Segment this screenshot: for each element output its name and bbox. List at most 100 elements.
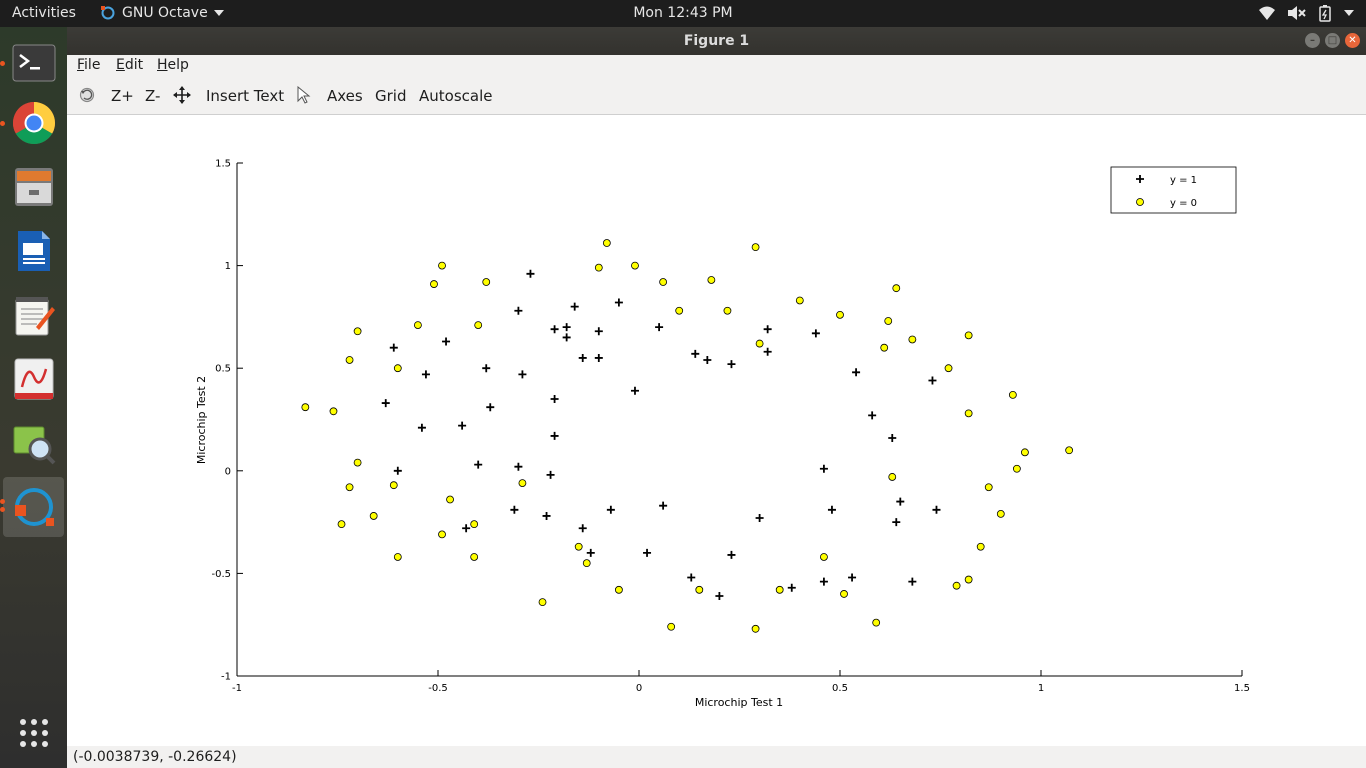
data-point-negative	[369, 512, 378, 520]
data-point-negative	[695, 585, 704, 594]
insert-text-button[interactable]: Insert Text	[206, 87, 285, 105]
data-point-negative	[836, 310, 844, 319]
zoom-out-button[interactable]: Z-	[145, 87, 161, 105]
minimize-button[interactable]: –	[1305, 33, 1320, 48]
y-ticks: -1 -0.5 0 0.5 1 1.5	[211, 159, 243, 683]
data-point-negative	[775, 585, 784, 594]
data-point-positive	[755, 513, 764, 522]
show-applications-button[interactable]	[3, 703, 64, 763]
y-tick-label: 0	[225, 466, 231, 477]
legend-box	[1110, 166, 1237, 214]
menu-edit[interactable]: Edit	[116, 57, 143, 73]
zoom-in-button[interactable]: Z+	[111, 87, 134, 105]
running-indicator	[0, 121, 5, 126]
menu-edit-mnemonic: E	[116, 57, 125, 73]
chevron-down-icon	[213, 10, 224, 16]
data-point-negative	[631, 261, 639, 270]
dock-item-writer[interactable]	[3, 221, 64, 281]
window-titlebar[interactable]: Figure 1 – □ ✕	[67, 27, 1366, 55]
legend[interactable]: y = 1 y = 0	[1110, 166, 1237, 214]
rotate-icon[interactable]	[78, 86, 96, 104]
data-point-positive	[389, 343, 398, 352]
dock-item-octave[interactable]	[0, 477, 64, 537]
data-point-negative	[1012, 464, 1021, 473]
data-point-positive	[578, 353, 587, 362]
data-point-positive	[562, 323, 571, 332]
data-point-negative	[594, 263, 603, 272]
octave-icon	[14, 488, 54, 526]
pointer-icon[interactable]	[295, 86, 313, 104]
battery-icon[interactable]	[1316, 4, 1334, 22]
dock-item-terminal[interactable]	[0, 33, 64, 93]
data-point-positive	[594, 353, 603, 362]
data-point-negative	[353, 458, 362, 467]
menu-file[interactable]: File	[77, 57, 100, 73]
data-point-positive	[932, 505, 941, 514]
data-point-negative	[976, 542, 985, 551]
data-point-negative	[337, 520, 346, 529]
axes: -1 -0.5 0 0.5 1 1.5 -1 -0.5 0 0.5 1 1.5 Microchip …	[195, 159, 1250, 710]
system-tray[interactable]	[1258, 4, 1354, 22]
data-point-positive	[896, 497, 905, 506]
data-point-negative	[964, 331, 973, 340]
data-point-positive	[811, 329, 820, 338]
data-point-negative	[888, 473, 897, 481]
data-point-positive	[442, 337, 451, 346]
menu-file-mnemonic: F	[77, 57, 85, 73]
data-point-positive	[908, 577, 917, 586]
data-points	[301, 239, 1074, 633]
cursor-coordinates: (-0.0038739, -0.26624)	[73, 749, 237, 765]
data-point-positive	[518, 370, 527, 379]
data-point-negative	[723, 306, 732, 315]
data-point-negative	[438, 530, 446, 539]
data-point-positive	[562, 333, 571, 342]
scatter-chart[interactable]: -1 -0.5 0 0.5 1 1.5 -1 -0.5 0 0.5 1 1.5 Microchip …	[67, 115, 1366, 746]
axes-button[interactable]: Axes	[327, 87, 363, 105]
data-point-negative	[944, 364, 953, 373]
dock-item-text-editor[interactable]	[3, 285, 64, 345]
data-point-negative	[389, 481, 398, 490]
app-name: GNU Octave	[122, 5, 208, 21]
data-point-negative	[996, 509, 1005, 518]
dock-item-chrome[interactable]	[0, 93, 64, 153]
grid-button[interactable]: Grid	[375, 87, 407, 105]
data-point-positive	[928, 376, 937, 385]
autoscale-button[interactable]: Autoscale	[419, 87, 493, 105]
data-point-negative	[413, 321, 422, 330]
maximize-button[interactable]: □	[1325, 33, 1340, 48]
data-point-positive	[514, 462, 523, 471]
legend-label-y1: y = 1	[1170, 175, 1197, 186]
dock-item-image-viewer[interactable]	[3, 413, 64, 473]
y-tick-label: -1	[221, 672, 231, 683]
data-point-positive	[393, 466, 402, 475]
y-tick-label: -0.5	[211, 569, 231, 580]
data-point-negative	[438, 261, 446, 270]
system-menu-chevron-icon[interactable]	[1344, 9, 1354, 17]
menu-help[interactable]: Help	[157, 57, 189, 73]
data-point-negative	[755, 339, 764, 348]
data-point-positive	[715, 591, 724, 600]
volume-muted-icon[interactable]	[1286, 5, 1306, 21]
clock[interactable]: Mon 12:43 PM	[633, 5, 733, 21]
data-point-negative	[908, 335, 917, 344]
figure-window: Figure 1 – □ ✕ File Edit Help Z+ Z- Inse…	[67, 27, 1366, 768]
data-point-negative	[840, 590, 848, 598]
pan-arrows-icon[interactable]	[173, 86, 191, 104]
wifi-icon[interactable]	[1258, 5, 1276, 21]
x-tick-label: 1	[1038, 683, 1044, 694]
data-point-negative	[964, 575, 973, 584]
dock-item-files[interactable]	[3, 157, 64, 217]
data-point-negative	[345, 356, 354, 364]
data-point-negative	[1021, 448, 1029, 457]
y-tick-label: 1	[225, 261, 231, 272]
data-point-negative	[880, 343, 889, 352]
app-menu[interactable]: GNU Octave	[100, 5, 224, 21]
data-point-positive	[594, 327, 603, 336]
data-point-negative	[751, 624, 760, 633]
activities-button[interactable]: Activities	[12, 5, 76, 21]
dock-item-pdf-viewer[interactable]	[3, 349, 64, 409]
data-point-positive	[819, 577, 828, 586]
plot-canvas[interactable]: -1 -0.5 0 0.5 1 1.5 -1 -0.5 0 0.5 1 1.5 Microchip …	[67, 115, 1366, 746]
close-button[interactable]: ✕	[1345, 33, 1360, 48]
data-point-positive	[474, 460, 483, 469]
